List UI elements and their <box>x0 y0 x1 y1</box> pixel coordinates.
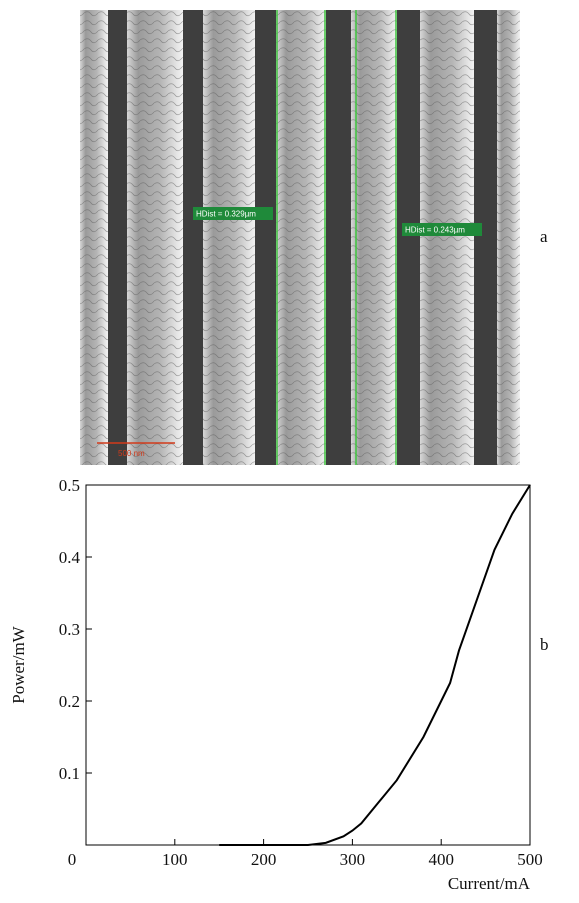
plot-frame <box>85 484 531 846</box>
panel-label: a <box>540 227 548 246</box>
scale-bar-label: 500 nm <box>118 449 145 458</box>
ridge-texture <box>127 10 183 465</box>
sem-image: HDist = 0.329µm HDist = 0.243µm 500 nm <box>80 10 520 465</box>
y-tick-label: 0.1 <box>59 764 80 783</box>
x-tick-label: 200 <box>251 850 277 869</box>
annotation-box <box>402 223 482 236</box>
x-axis-label: Current/mA <box>448 874 531 893</box>
y-tick-label: 0.5 <box>59 476 80 495</box>
annotation: HDist = 0.329µm <box>196 210 256 219</box>
ridge-texture <box>420 10 474 465</box>
x-tick-label: 100 <box>162 850 188 869</box>
power-curve <box>219 484 531 846</box>
annotation: HDist = 0.243µm <box>405 226 465 235</box>
x-tick-label: 300 <box>340 850 366 869</box>
panel-label: b <box>540 635 549 654</box>
ridge-texture <box>351 10 397 465</box>
y-tick-label: 0.4 <box>59 548 81 567</box>
annotation-box <box>193 207 273 220</box>
x-tick-label: 0 <box>68 850 77 869</box>
ridge-texture <box>497 10 520 465</box>
y-axis-label: Power/mW <box>9 625 28 703</box>
ridge-texture <box>203 10 255 465</box>
y-tick-label: 0.3 <box>59 620 80 639</box>
x-tick-label: 400 <box>428 850 454 869</box>
ridge-texture <box>276 10 326 465</box>
x-tick-label: 500 <box>517 850 543 869</box>
y-tick-label: 0.2 <box>59 692 80 711</box>
ridge-texture <box>80 10 108 465</box>
